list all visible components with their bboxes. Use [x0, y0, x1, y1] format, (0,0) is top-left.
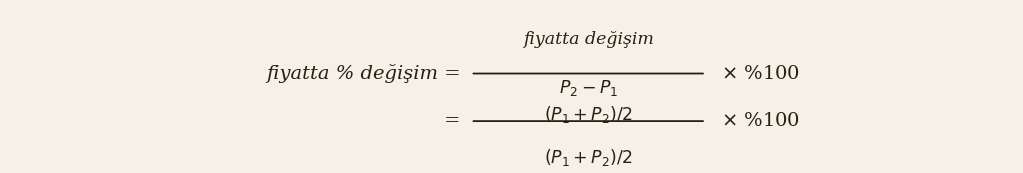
Text: $(P_1 + P_2)/2$: $(P_1 + P_2)/2$ — [544, 104, 632, 125]
Text: $\times$ %100: $\times$ %100 — [721, 112, 800, 130]
Text: fiyatta % değişim =: fiyatta % değişim = — [266, 64, 460, 83]
Text: fiyatta değişim: fiyatta değişim — [523, 31, 654, 48]
Text: =: = — [444, 112, 460, 130]
Text: $\times$ %100: $\times$ %100 — [721, 65, 800, 83]
Text: $(P_1 + P_2)/2$: $(P_1 + P_2)/2$ — [544, 147, 632, 168]
Text: $P_2 - P_1$: $P_2 - P_1$ — [559, 78, 618, 98]
